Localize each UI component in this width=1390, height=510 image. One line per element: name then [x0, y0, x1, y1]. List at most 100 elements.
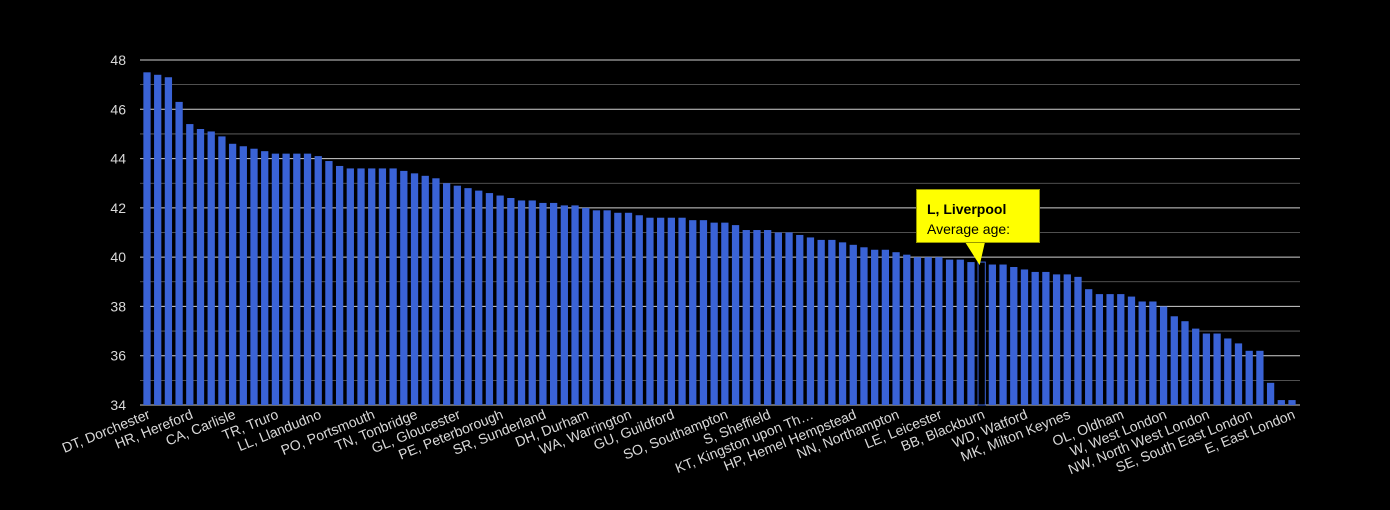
bar-highlighted	[977, 261, 986, 406]
bar	[1256, 350, 1264, 405]
bar	[1052, 274, 1061, 405]
bar	[528, 200, 536, 405]
bar	[410, 173, 419, 405]
bar	[560, 205, 568, 405]
bar	[657, 217, 665, 405]
bar	[314, 156, 322, 405]
bar	[271, 153, 280, 405]
bar	[475, 190, 483, 405]
bar	[453, 185, 461, 405]
bar	[549, 202, 558, 405]
bar	[1010, 267, 1018, 405]
bar	[1127, 296, 1136, 405]
bar	[731, 225, 740, 405]
bar	[678, 217, 686, 405]
bar	[1181, 321, 1189, 405]
bar	[1095, 294, 1104, 405]
bar	[1192, 328, 1200, 405]
bar	[368, 168, 376, 405]
y-tick-label: 48	[110, 52, 126, 68]
tooltip-body: Average age: 39.8	[927, 219, 1029, 259]
tooltip-label: Average age:	[927, 221, 1011, 237]
bar	[967, 262, 975, 405]
bar	[667, 217, 675, 405]
bar	[603, 210, 611, 405]
y-tick-label: 46	[110, 101, 126, 117]
bar	[774, 232, 782, 405]
bar	[154, 74, 162, 406]
bar	[945, 259, 954, 405]
bar	[785, 232, 793, 405]
bar	[196, 129, 205, 405]
bar	[860, 247, 868, 405]
bar	[796, 234, 804, 405]
bar	[1063, 274, 1071, 405]
bar	[432, 178, 440, 405]
bar	[421, 175, 429, 405]
bar	[1277, 400, 1285, 405]
bar	[1224, 338, 1232, 405]
bar	[817, 239, 825, 405]
bar	[689, 220, 697, 405]
bar	[721, 222, 729, 405]
y-tick-label: 42	[110, 200, 126, 216]
grid-lines	[140, 59, 1300, 406]
tooltip: L, Liverpool Average age: 39.8	[916, 189, 1040, 257]
bars	[143, 72, 1296, 406]
bar	[764, 230, 772, 405]
bar	[517, 200, 526, 405]
bar	[293, 153, 301, 405]
bar	[903, 254, 911, 405]
bar	[699, 220, 708, 405]
tooltip-value: 39.8	[927, 241, 955, 257]
y-axis: 34 36 38 40 42 44 46 48	[110, 52, 126, 413]
bar	[624, 212, 633, 405]
bar	[592, 210, 601, 405]
bar	[1170, 316, 1178, 405]
bar	[464, 188, 472, 405]
bar	[1042, 271, 1050, 405]
bar	[496, 195, 504, 405]
bar	[239, 146, 247, 405]
bar	[1020, 269, 1029, 405]
y-tick-label: 44	[110, 151, 126, 167]
bar	[956, 259, 964, 405]
bar	[1213, 333, 1221, 405]
bar	[346, 168, 354, 405]
bar	[1031, 271, 1039, 405]
bar	[1117, 294, 1125, 405]
bar	[935, 257, 943, 405]
bar	[892, 252, 900, 405]
bar	[1202, 333, 1211, 405]
bar	[143, 72, 151, 406]
bar	[838, 242, 847, 405]
tooltip-pointer	[965, 242, 985, 266]
bar	[303, 153, 312, 405]
bar	[742, 230, 750, 405]
bar	[710, 222, 718, 405]
bar	[175, 101, 183, 406]
bar	[999, 264, 1007, 405]
bar	[806, 237, 815, 405]
bar	[828, 239, 836, 405]
bar	[442, 183, 451, 405]
tooltip-title: L, Liverpool	[927, 201, 1007, 217]
bar	[1074, 276, 1082, 405]
bar	[325, 161, 333, 405]
bar	[378, 168, 387, 405]
bar	[582, 207, 590, 405]
bar	[871, 249, 879, 405]
bar	[261, 151, 269, 405]
bar	[1138, 301, 1146, 405]
bar	[1149, 301, 1157, 405]
bar	[400, 170, 408, 405]
bar	[539, 202, 547, 405]
bar	[228, 143, 237, 406]
bar	[646, 217, 654, 405]
bar	[282, 153, 290, 405]
bar	[250, 148, 258, 405]
bar	[485, 193, 494, 405]
bar	[924, 257, 932, 405]
bar	[207, 131, 215, 405]
